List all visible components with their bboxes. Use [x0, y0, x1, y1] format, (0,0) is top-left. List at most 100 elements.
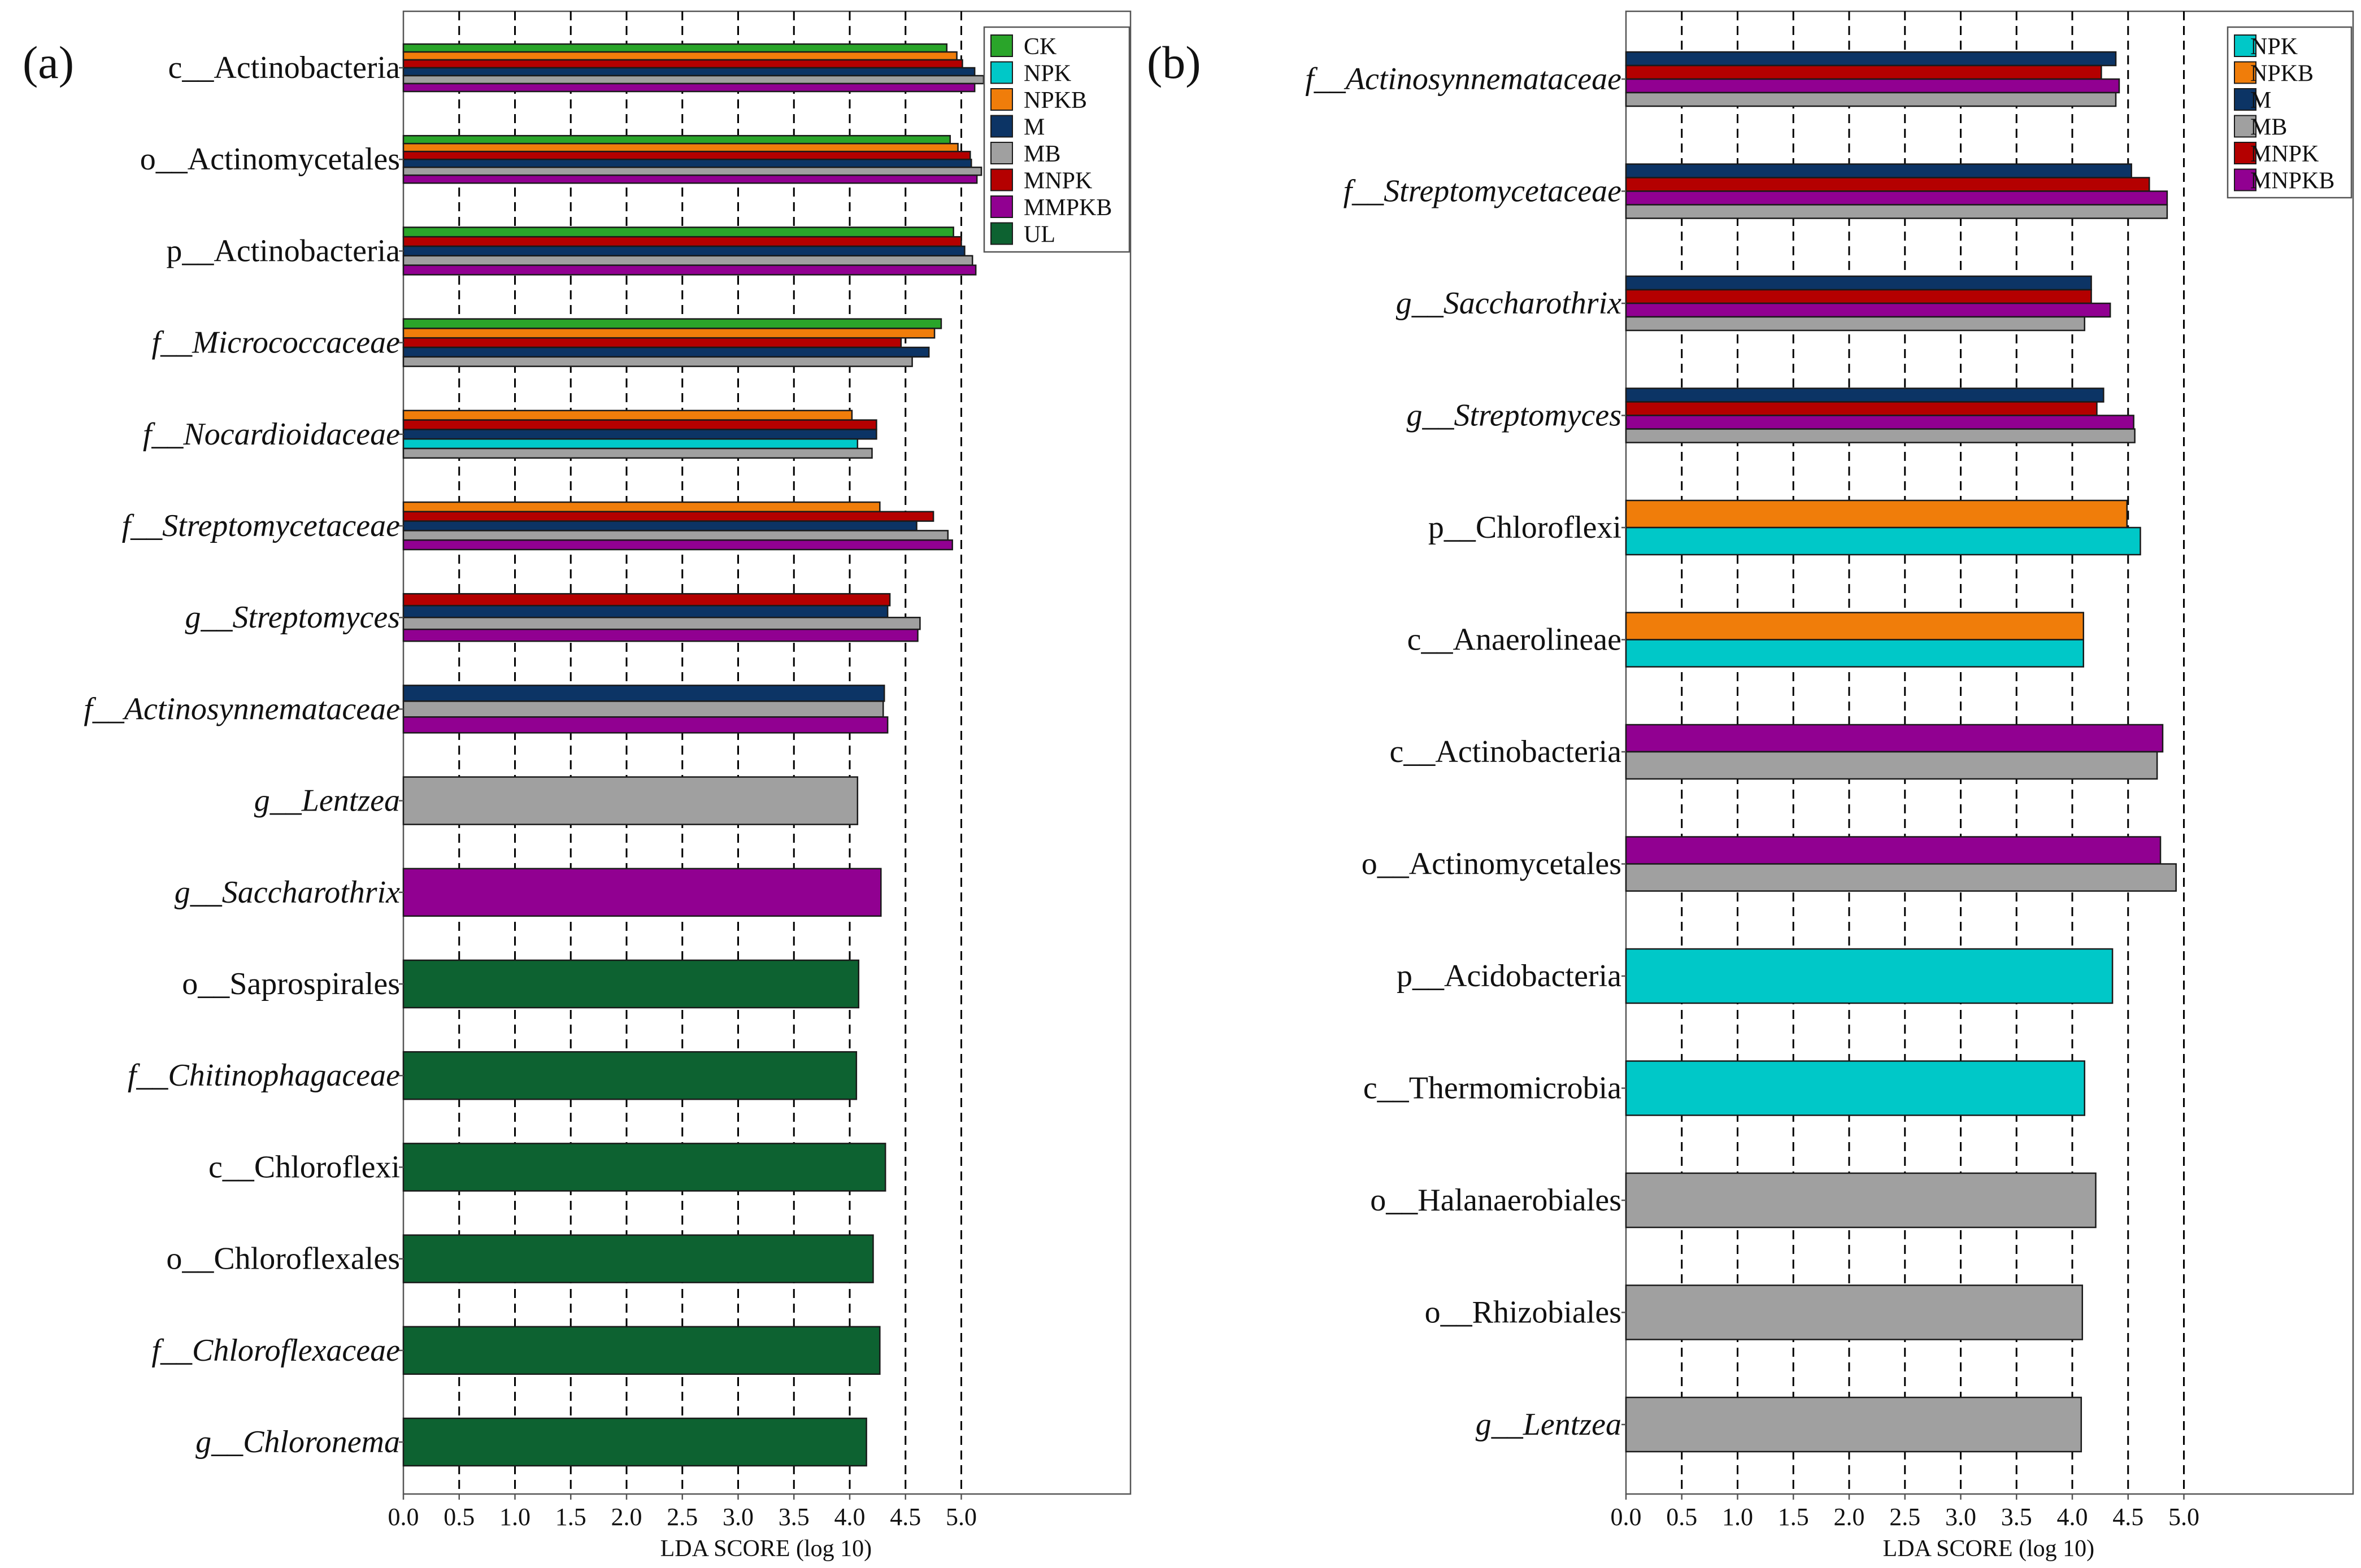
panel-b-bar-g-streptomyces-mnpk [1625, 401, 2098, 416]
panel-a-bar-f-actinosynnemataceae-m [402, 685, 885, 702]
panel-a-legend-label-ck: CK [1024, 34, 1056, 60]
panel-b-bar-g-saccharothrix-mnpk [1625, 289, 2092, 304]
panel-b-legend-swatch-mnpkb [2234, 168, 2256, 191]
panel-a-category-label-16: g__Chloronema [195, 1425, 400, 1460]
panel-a-category-label-9: g__Lentzea [254, 783, 400, 818]
panel-b-bar-f-streptomycetaceae-mb [1625, 204, 2168, 219]
panel-a-category-label-11: o__Saprospirales [182, 966, 400, 1001]
panel-a-xtick-label-8: 3.5 [779, 1503, 810, 1531]
panel-a-bar-f-actinosynnemataceae-mmpkb [402, 716, 889, 734]
panel-a-bar-c-actinobacteria-mb [402, 75, 985, 85]
panel-a-legend-label-mmpkb: MMPKB [1024, 195, 1112, 221]
panel-b-legend-label-mnpk: MNPK [2250, 141, 2319, 167]
panel-a-bar-p-actinobacteria-mnpk [402, 236, 962, 247]
panel-a-xtick-label-10: 4.5 [890, 1503, 921, 1531]
panel-a-xtick-label-2: 0.5 [443, 1503, 475, 1531]
panel-b-xtick-label-2: 0.5 [1666, 1503, 1697, 1531]
panel-b-bar-f-streptomycetaceae-m [1625, 163, 2132, 178]
panel-a-x-axis-label: LDA SCORE (log 10) [660, 1536, 872, 1562]
panel-a-xtick-label-6: 2.5 [667, 1503, 698, 1531]
panel-b-bar-f-actinosynnemataceae-m [1625, 51, 2117, 67]
panel-a-xtick-label-7: 3.0 [723, 1503, 754, 1531]
panel-a-category-label-5: f__Nocardioidaceae [143, 417, 400, 452]
panel-a-legend-swatch-npkb [990, 88, 1013, 111]
panel-b-bar-g-streptomyces-m [1625, 387, 2105, 403]
panel-a-bar-g-streptomyces-mb [402, 616, 921, 630]
panel-b-bar-o-halanaerobiales-mb [1625, 1172, 2097, 1229]
panel-a-bar-f-chloroflexaceae-ul [402, 1326, 881, 1375]
panel-a-legend-swatch-ck [990, 34, 1013, 57]
panel-a-category-label-12: f__Chitinophagaceae [128, 1058, 400, 1093]
panel-b-bar-g-streptomyces-mb [1625, 428, 2136, 443]
panel-a-bar-f-nocardioidaceae-mb [402, 447, 873, 459]
panel-a-bar-c-actinobacteria-m [402, 67, 976, 77]
panel-a-bar-f-streptomycetaceae-npkb [402, 501, 881, 513]
panel-b-x-axis-label: LDA SCORE (log 10) [1883, 1536, 2095, 1562]
panel-b-bar-c-thermomicrobia-npk [1625, 1060, 2085, 1116]
panel-a-category-label-3: p__Actinobacteria [166, 233, 400, 268]
panel-b-xtick-label-11: 5.0 [2168, 1503, 2199, 1531]
panel-b-xtick-label-6: 2.5 [1889, 1503, 1920, 1531]
panel-b-bar-p-chloroflexi-npkb [1625, 499, 2128, 529]
panel-b-bar-f-actinosynnemataceae-mnpk [1625, 64, 2102, 80]
panel-a-bar-g-streptomyces-mnpk [402, 593, 891, 607]
panel-a-legend-label-npkb: NPKB [1024, 88, 1087, 114]
panel-b-category-label-13: g__Lentzea [1476, 1407, 1621, 1442]
panel-b-bar-g-streptomyces-mnpkb [1625, 415, 2134, 430]
panel-a-plot-frame [402, 10, 1132, 1495]
panel-a-bar-f-chitinophagaceae-ul [402, 1051, 858, 1100]
panel-b-xtick-label-4: 1.5 [1778, 1503, 1809, 1531]
panel-a-legend-swatch-mmpkb [990, 195, 1013, 218]
panel-b-legend-label-npk: NPK [2250, 34, 2298, 60]
panel-b-category-label-4: g__Streptomyces [1407, 398, 1622, 433]
panel-a-xtick-label-5: 2.0 [611, 1503, 642, 1531]
panel-a-bar-c-actinobacteria-ck [402, 43, 948, 53]
panel-a-category-label-4: f__Micrococcaceae [152, 325, 400, 360]
panel-b-xtick-label-1: 0.0 [1611, 1503, 1642, 1531]
panel-b-bar-p-chloroflexi-npk [1625, 526, 2141, 556]
panel-b-category-label-2: f__Streptomycetaceae [1343, 174, 1621, 209]
panel-a-category-label-13: c__Chloroflexi [208, 1149, 400, 1184]
panel-a-bar-f-nocardioidaceae-m [402, 429, 877, 440]
panel-a-legend-swatch-npk [990, 61, 1013, 84]
panel-b-bar-f-actinosynnemataceae-mb [1625, 92, 2117, 107]
panel-a-bar-f-micrococcaceae-mb [402, 356, 913, 367]
panel-a-bar-o-actinomycetales-mnpk [402, 150, 971, 160]
panel-a-bar-f-actinosynnemataceae-mb [402, 700, 884, 718]
panel-b-category-label-1: f__Actinosynnemataceae [1305, 62, 1621, 97]
panel-b-category-label-7: c__Actinobacteria [1390, 734, 1622, 769]
panel-b-legend-swatch-npkb [2234, 61, 2256, 84]
panel-a-category-label-8: f__Actinosynnemataceae [84, 691, 400, 726]
panel-a-bar-f-nocardioidaceae-npkb [402, 410, 853, 421]
panel-b-bar-g-saccharothrix-mb [1625, 316, 2085, 332]
panel-a-bar-o-actinomycetales-m [402, 158, 972, 168]
panel-b-bar-f-streptomycetaceae-mnpkb [1625, 190, 2168, 206]
panel-b-xtick-label-3: 1.0 [1722, 1503, 1753, 1531]
panel-b-xtick-label-5: 2.0 [1834, 1503, 1865, 1531]
panel-a-bar-o-actinomycetales-mb [402, 166, 982, 176]
panel-a-bar-p-actinobacteria-mb [402, 255, 973, 266]
panel-b-bar-o-rhizobiales-mb [1625, 1284, 2084, 1340]
panel-a-bar-o-actinomycetales-npkb [402, 142, 959, 153]
panel-b-bar-c-anaerolineae-npkb [1625, 612, 2084, 641]
panel-b-bar-g-saccharothrix-mnpkb [1625, 302, 2111, 318]
panel-a-legend-swatch-mb [990, 142, 1013, 164]
panel-a-xtick-label-9: 4.0 [834, 1503, 866, 1531]
panel-b-legend-label-mb: MB [2250, 115, 2287, 141]
panel-a-legend-label-ul: UL [1024, 222, 1055, 248]
panel-a-xtick-label-4: 1.5 [555, 1503, 586, 1531]
panel-a-category-label-2: o__Actinomycetales [140, 142, 400, 177]
panel-a-category-label-6: f__Streptomycetaceae [122, 508, 400, 543]
panel-a-bar-c-chloroflexi-ul [402, 1143, 886, 1192]
panel-b-xtick-label-7: 3.0 [1945, 1503, 1976, 1531]
panel-a-bar-f-nocardioidaceae-npk [402, 438, 859, 450]
panel-a-bar-o-saprospirales-ul [402, 959, 860, 1009]
panel-a-xtick-label-3: 1.0 [499, 1503, 531, 1531]
panel-b-legend-label-npkb: NPKB [2250, 61, 2314, 87]
panel-a-bar-g-streptomyces-m [402, 604, 889, 619]
panel-a-bar-c-actinobacteria-mnpk [402, 59, 963, 69]
panel-a-category-label-14: o__Chloroflexales [166, 1242, 400, 1277]
panel-b-legend-swatch-m [2234, 88, 2256, 111]
